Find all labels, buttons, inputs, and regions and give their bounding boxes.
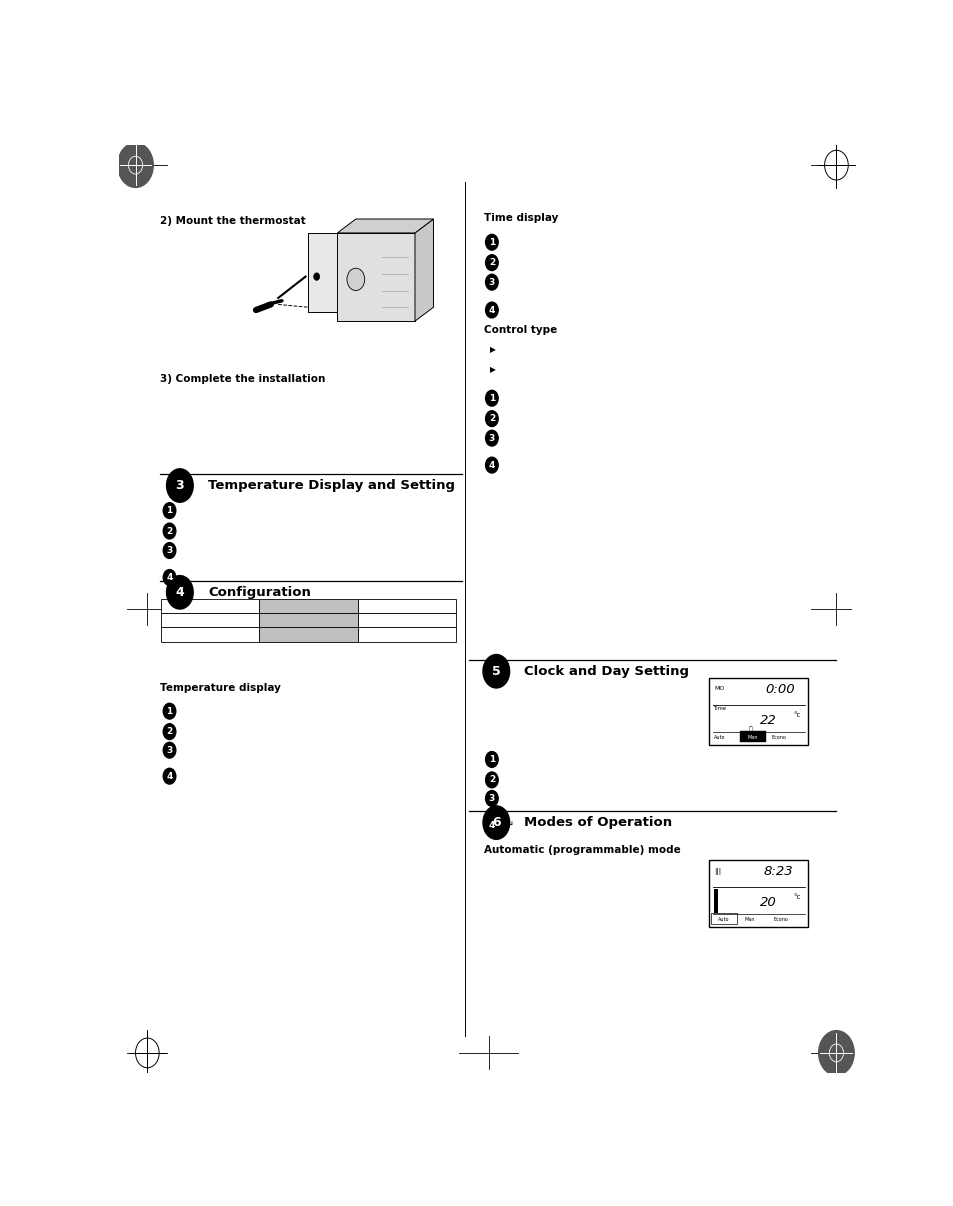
Text: 8:23: 8:23 [762,865,792,878]
Text: 1: 1 [488,393,495,403]
Text: Configuration: Configuration [208,586,311,599]
Circle shape [485,303,497,318]
Text: 3: 3 [166,546,172,555]
Circle shape [163,503,175,519]
Text: 4: 4 [488,821,495,830]
Text: |||: ||| [714,868,720,876]
Text: 🔥: 🔥 [748,726,752,732]
Text: 2: 2 [166,527,172,535]
Circle shape [485,274,497,291]
Circle shape [163,724,175,739]
Circle shape [485,431,497,446]
Text: Time: Time [714,706,727,710]
Text: 5: 5 [492,665,500,678]
Polygon shape [308,233,341,312]
Polygon shape [415,219,433,321]
Text: Auto: Auto [718,917,729,921]
Text: ↵: ↵ [505,820,514,831]
FancyBboxPatch shape [161,599,259,613]
Text: 3: 3 [166,745,172,755]
Circle shape [163,523,175,539]
Text: 3: 3 [175,479,184,492]
Circle shape [482,655,509,687]
Text: 4: 4 [175,586,184,599]
Text: 20: 20 [760,896,776,908]
Text: 1: 1 [166,507,172,515]
Circle shape [163,569,175,585]
Text: Econo: Econo [773,917,787,921]
Text: 4: 4 [166,573,172,582]
FancyBboxPatch shape [708,860,807,926]
Text: 2: 2 [488,775,495,784]
Text: ▶: ▶ [489,345,495,355]
FancyBboxPatch shape [739,731,765,743]
FancyBboxPatch shape [357,627,456,642]
Text: 1: 1 [166,707,172,715]
Circle shape [485,391,497,406]
Text: Man: Man [744,917,755,921]
Text: 3: 3 [488,794,495,803]
Text: 2: 2 [488,414,495,423]
Circle shape [818,1031,853,1076]
Circle shape [167,469,193,502]
Text: 6: 6 [492,816,500,829]
FancyBboxPatch shape [357,599,456,613]
Text: Time display: Time display [483,213,558,223]
FancyBboxPatch shape [713,889,718,913]
Circle shape [485,411,497,427]
Text: °c: °c [793,712,801,718]
Text: Automatic (programmable) mode: Automatic (programmable) mode [483,845,679,855]
Text: 1: 1 [488,238,495,247]
Circle shape [485,234,497,250]
Text: 4: 4 [166,772,172,780]
Text: 22: 22 [760,714,776,726]
Text: ▶: ▶ [489,365,495,374]
Circle shape [347,268,364,291]
FancyBboxPatch shape [337,233,415,321]
Circle shape [485,254,497,270]
Text: °c: °c [793,894,801,900]
Text: Clock and Day Setting: Clock and Day Setting [524,665,689,678]
Text: Econo: Econo [771,734,785,739]
Circle shape [485,818,497,833]
FancyBboxPatch shape [259,627,357,642]
Text: Man: Man [747,734,758,739]
FancyBboxPatch shape [708,678,807,744]
Text: 1: 1 [488,755,495,763]
Circle shape [485,791,497,807]
Circle shape [163,543,175,558]
Circle shape [485,457,497,473]
Circle shape [163,768,175,784]
Text: 3: 3 [488,277,495,287]
FancyBboxPatch shape [161,613,259,627]
Text: Auto: Auto [714,734,725,739]
FancyBboxPatch shape [357,613,456,627]
Circle shape [314,273,319,280]
Text: 3: 3 [488,434,495,443]
Circle shape [482,806,509,839]
Polygon shape [337,219,433,233]
Circle shape [167,575,193,609]
Text: MO: MO [714,686,724,691]
Text: 2: 2 [488,258,495,268]
Text: 3) Complete the installation: 3) Complete the installation [160,374,325,384]
Text: 2: 2 [166,727,172,736]
Text: 0:00: 0:00 [764,684,794,696]
Text: 4: 4 [488,305,495,315]
Circle shape [485,751,497,767]
Text: Control type: Control type [483,326,557,335]
Text: 4: 4 [488,461,495,469]
Text: Temperature Display and Setting: Temperature Display and Setting [208,479,455,492]
FancyBboxPatch shape [259,599,357,613]
Text: 2) Mount the thermostat: 2) Mount the thermostat [160,216,305,226]
Circle shape [485,772,497,788]
FancyBboxPatch shape [161,627,259,642]
FancyBboxPatch shape [259,613,357,627]
Text: Temperature display: Temperature display [160,683,280,693]
Text: Modes of Operation: Modes of Operation [524,816,672,829]
Circle shape [117,142,153,187]
Circle shape [163,742,175,759]
Circle shape [163,703,175,719]
